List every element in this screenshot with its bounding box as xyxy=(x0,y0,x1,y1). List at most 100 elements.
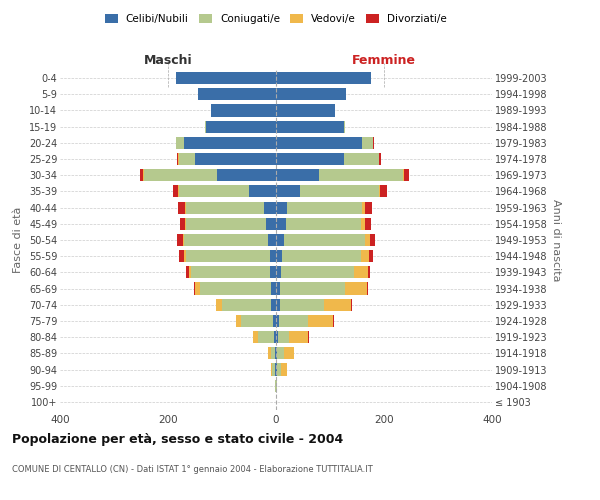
Bar xyxy=(271,298,276,311)
Bar xyxy=(379,186,380,198)
Legend: Celibi/Nubili, Coniugati/e, Vedovi/e, Divorziati/e: Celibi/Nubili, Coniugati/e, Vedovi/e, Di… xyxy=(101,10,451,29)
Bar xyxy=(186,266,188,278)
Bar xyxy=(276,250,283,262)
Bar xyxy=(269,250,276,262)
Bar xyxy=(187,218,266,230)
Bar xyxy=(186,202,264,213)
Bar xyxy=(308,315,332,327)
Bar xyxy=(354,266,368,278)
Bar xyxy=(332,315,334,327)
Bar xyxy=(184,234,268,246)
Bar xyxy=(200,282,271,294)
Bar xyxy=(276,72,371,84)
Bar xyxy=(284,348,295,360)
Bar xyxy=(215,298,222,311)
Bar xyxy=(362,202,365,213)
Bar xyxy=(235,315,241,327)
Bar xyxy=(369,250,373,262)
Y-axis label: Anni di nascita: Anni di nascita xyxy=(551,198,562,281)
Bar xyxy=(211,104,276,117)
Bar xyxy=(222,298,271,311)
Bar xyxy=(173,186,178,198)
Text: COMUNE DI CENTALLO (CN) - Dati ISTAT 1° gennaio 2004 - Elaborazione TUTTITALIA.I: COMUNE DI CENTALLO (CN) - Dati ISTAT 1° … xyxy=(12,466,373,474)
Bar xyxy=(276,88,346,101)
Bar xyxy=(185,218,187,230)
Bar xyxy=(191,266,269,278)
Bar xyxy=(277,348,284,360)
Bar xyxy=(276,120,343,132)
Bar xyxy=(264,202,276,213)
Bar xyxy=(206,120,276,132)
Bar xyxy=(365,218,371,230)
Bar xyxy=(195,153,276,165)
Bar xyxy=(365,234,370,246)
Bar xyxy=(276,266,281,278)
Bar xyxy=(241,315,274,327)
Bar xyxy=(308,331,309,343)
Bar xyxy=(380,186,387,198)
Bar xyxy=(350,298,352,311)
Bar xyxy=(198,88,276,101)
Bar xyxy=(217,169,276,181)
Bar xyxy=(280,298,323,311)
Text: Maschi: Maschi xyxy=(143,54,193,67)
Bar xyxy=(345,282,367,294)
Bar xyxy=(140,169,143,181)
Bar xyxy=(276,218,286,230)
Bar xyxy=(276,282,280,294)
Bar xyxy=(177,153,178,165)
Bar xyxy=(323,298,350,311)
Bar xyxy=(280,282,345,294)
Bar xyxy=(179,153,195,165)
Bar xyxy=(404,169,409,181)
Bar xyxy=(368,266,370,278)
Bar xyxy=(365,202,371,213)
Bar xyxy=(271,348,275,360)
Bar xyxy=(276,137,362,149)
Bar xyxy=(361,250,369,262)
Bar xyxy=(343,153,379,165)
Bar xyxy=(176,72,276,84)
Bar xyxy=(179,186,249,198)
Bar xyxy=(177,234,182,246)
Bar xyxy=(271,364,272,376)
Bar xyxy=(361,218,365,230)
Bar xyxy=(194,282,195,294)
Bar xyxy=(373,137,374,149)
Bar xyxy=(268,348,271,360)
Bar xyxy=(289,331,308,343)
Bar xyxy=(186,250,269,262)
Bar xyxy=(276,153,343,165)
Bar xyxy=(281,266,354,278)
Bar xyxy=(184,137,276,149)
Bar xyxy=(275,348,276,360)
Bar xyxy=(403,169,404,181)
Bar xyxy=(283,250,361,262)
Bar xyxy=(257,331,274,343)
Bar xyxy=(278,315,308,327)
Bar xyxy=(367,282,368,294)
Bar xyxy=(362,137,373,149)
Bar xyxy=(144,169,217,181)
Bar xyxy=(276,364,277,376)
Bar xyxy=(185,202,186,213)
Bar xyxy=(277,364,281,376)
Bar xyxy=(266,218,276,230)
Bar xyxy=(274,331,276,343)
Bar xyxy=(276,298,280,311)
Text: Popolazione per età, sesso e stato civile - 2004: Popolazione per età, sesso e stato civil… xyxy=(12,432,343,446)
Bar xyxy=(379,153,382,165)
Bar xyxy=(278,331,289,343)
Bar xyxy=(178,202,185,213)
Bar xyxy=(182,234,184,246)
Bar xyxy=(286,218,361,230)
Bar xyxy=(195,282,200,294)
Bar xyxy=(274,315,276,327)
Bar xyxy=(180,218,185,230)
Bar xyxy=(287,202,362,213)
Bar xyxy=(271,282,276,294)
Bar xyxy=(301,186,379,198)
Bar xyxy=(319,169,403,181)
Bar xyxy=(284,234,365,246)
Bar xyxy=(268,234,276,246)
